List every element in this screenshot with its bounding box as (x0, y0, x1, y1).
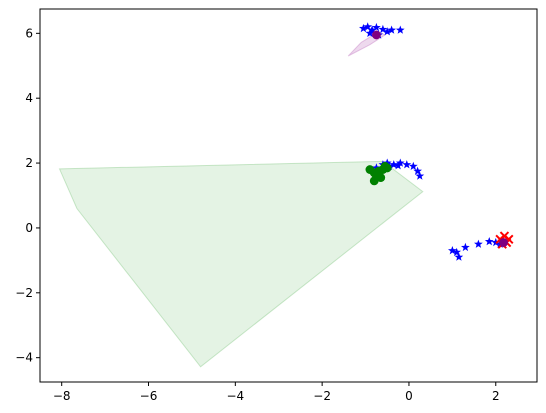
x-tick-label: −2 (313, 389, 331, 403)
x-tick-label: −8 (53, 389, 71, 403)
axes-frame (39, 8, 538, 383)
star-point (387, 25, 396, 34)
circle-point (371, 30, 381, 40)
y-tick-label: 0 (25, 221, 33, 235)
star-point (382, 27, 392, 36)
star-point (359, 23, 368, 33)
circle-point (380, 161, 390, 171)
x-tick-label: −6 (140, 389, 158, 403)
region-0 (58, 160, 424, 368)
star-point (474, 239, 483, 248)
circle-point (374, 170, 383, 179)
star-point (395, 158, 405, 167)
x-tick-label: −4 (226, 389, 244, 403)
x-tick-label: 0 (405, 389, 413, 403)
circle-point (499, 238, 508, 247)
data-points (359, 22, 514, 261)
star-point (363, 22, 373, 31)
star-point (454, 252, 464, 261)
y-tick-label: −4 (15, 351, 33, 365)
star-point (389, 160, 399, 169)
star-point (365, 28, 375, 37)
star-point (402, 160, 412, 169)
star-point (415, 171, 425, 180)
x-tick-label: 2 (492, 389, 500, 403)
y-tick-label: −2 (15, 286, 33, 300)
star-point (413, 166, 422, 175)
star-point (484, 237, 494, 246)
star-point (461, 242, 470, 252)
star-point (395, 25, 405, 34)
y-tick-label: 6 (25, 26, 33, 40)
circle-point (369, 176, 379, 186)
star-point (491, 237, 501, 247)
star-point (367, 25, 377, 34)
star-point (393, 161, 403, 170)
star-point (448, 246, 457, 255)
star-point (378, 24, 388, 34)
plot-axes: −8 −6 −4 −2 0 2 −4 −2 0 2 4 6 (15, 8, 538, 403)
star-point (372, 22, 381, 32)
star-point (452, 247, 462, 256)
shaded-regions (58, 31, 510, 368)
y-tick-label: 4 (25, 91, 33, 105)
y-tick-label: 2 (25, 156, 33, 170)
star-point (408, 161, 418, 170)
